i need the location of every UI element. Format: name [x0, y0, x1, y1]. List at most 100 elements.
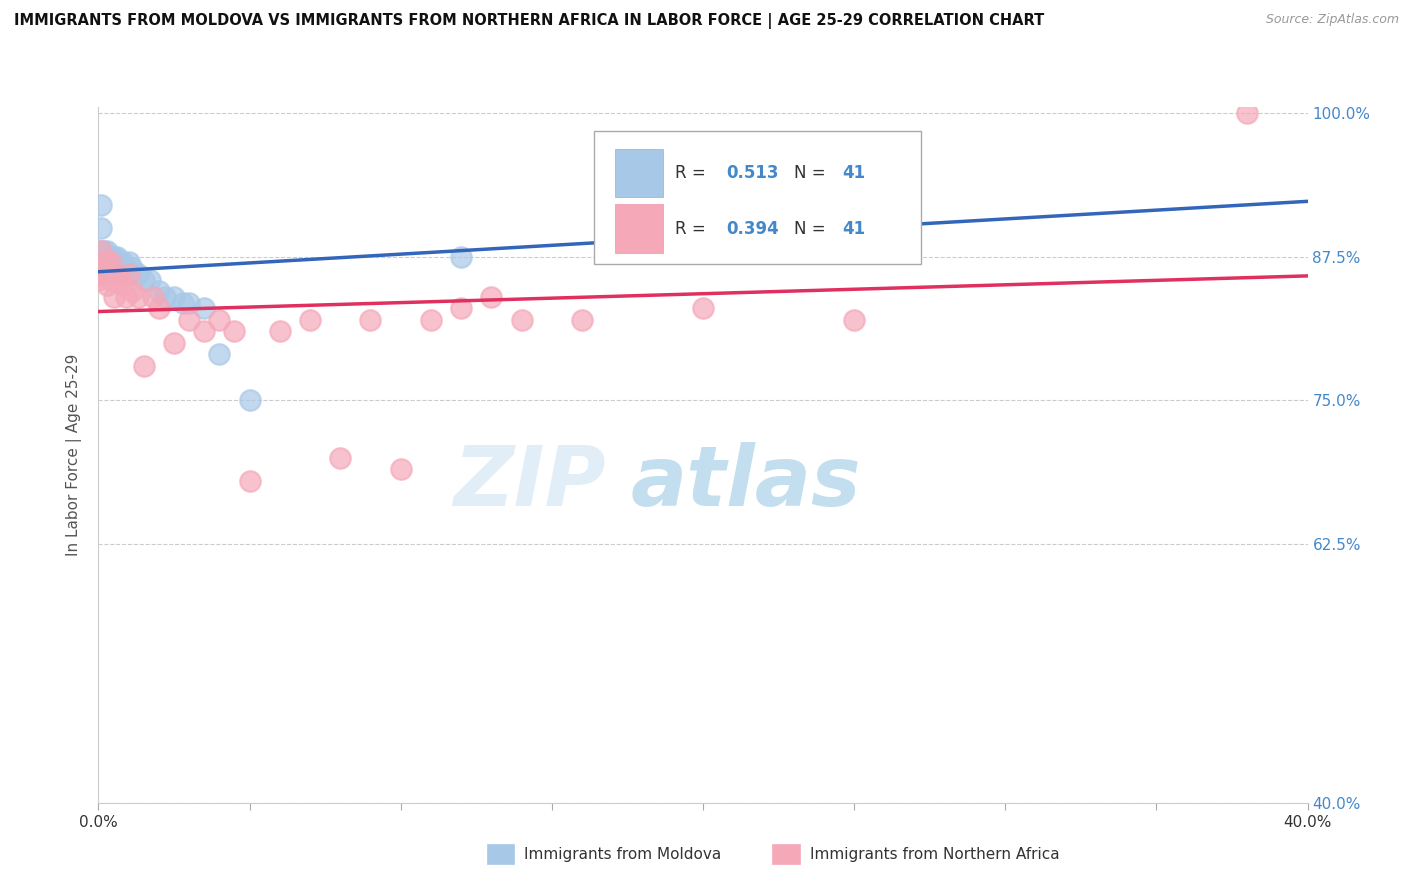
Text: 41: 41 — [842, 219, 865, 238]
Point — [121, 260, 143, 275]
Point — [87, 244, 110, 258]
Point — [103, 290, 125, 304]
Point — [121, 284, 143, 298]
Point — [111, 255, 134, 269]
Point — [100, 255, 122, 269]
Point — [1236, 105, 1258, 120]
Point — [90, 267, 112, 281]
Text: N =: N = — [793, 219, 831, 238]
Point — [163, 335, 186, 350]
Point — [510, 313, 533, 327]
Bar — [614, 149, 664, 197]
Point — [96, 250, 118, 264]
Point — [179, 295, 201, 310]
Point — [571, 313, 593, 327]
Point — [692, 301, 714, 316]
Point — [132, 272, 155, 286]
Text: Immigrants from Northern Africa: Immigrants from Northern Africa — [810, 847, 1060, 862]
Point — [360, 313, 382, 327]
Point — [481, 290, 503, 304]
Point — [139, 272, 162, 286]
Point — [153, 290, 176, 304]
Text: R =: R = — [675, 219, 711, 238]
Point — [132, 359, 155, 373]
Point — [87, 260, 110, 275]
Point — [90, 244, 112, 258]
Point — [87, 255, 110, 269]
Point — [100, 272, 122, 286]
Point — [90, 244, 112, 258]
Point — [148, 284, 170, 298]
Text: R =: R = — [675, 164, 711, 182]
Point — [239, 393, 262, 408]
Point — [118, 267, 141, 281]
Point — [172, 295, 194, 310]
Point — [602, 140, 624, 154]
Text: N =: N = — [793, 164, 831, 182]
Point — [90, 220, 112, 235]
Point — [100, 260, 122, 275]
Text: 0.394: 0.394 — [725, 219, 779, 238]
FancyBboxPatch shape — [595, 131, 921, 263]
Point — [118, 255, 141, 269]
Point — [208, 347, 231, 361]
Point — [329, 450, 352, 465]
Point — [114, 290, 136, 304]
Point — [87, 272, 110, 286]
Point — [108, 260, 131, 275]
Point — [103, 267, 125, 281]
Bar — [614, 204, 664, 253]
Point — [108, 255, 131, 269]
Point — [299, 313, 322, 327]
Point — [179, 313, 201, 327]
Point — [269, 324, 291, 338]
Point — [103, 255, 125, 269]
Point — [93, 244, 115, 258]
Point — [389, 462, 412, 476]
Point — [148, 301, 170, 316]
Point — [96, 244, 118, 258]
Point — [450, 301, 472, 316]
Point — [96, 255, 118, 269]
Point — [111, 278, 134, 293]
Point — [87, 250, 110, 264]
Point — [90, 198, 112, 212]
Point — [93, 255, 115, 269]
Point — [103, 250, 125, 264]
Text: Source: ZipAtlas.com: Source: ZipAtlas.com — [1265, 13, 1399, 27]
Point — [127, 290, 149, 304]
Point — [224, 324, 246, 338]
Point — [105, 272, 128, 286]
Point — [105, 260, 128, 275]
Text: 41: 41 — [842, 164, 865, 182]
Point — [105, 250, 128, 264]
Point — [114, 260, 136, 275]
Point — [87, 267, 110, 281]
Point — [844, 313, 866, 327]
Point — [163, 290, 186, 304]
Point — [208, 313, 231, 327]
Point — [108, 272, 131, 286]
Point — [239, 474, 262, 488]
Point — [96, 278, 118, 293]
Text: Immigrants from Moldova: Immigrants from Moldova — [524, 847, 721, 862]
Point — [193, 301, 215, 316]
Point — [100, 255, 122, 269]
Point — [93, 267, 115, 281]
Text: ZIP: ZIP — [454, 442, 606, 524]
Text: 0.513: 0.513 — [725, 164, 779, 182]
Text: IMMIGRANTS FROM MOLDOVA VS IMMIGRANTS FROM NORTHERN AFRICA IN LABOR FORCE | AGE : IMMIGRANTS FROM MOLDOVA VS IMMIGRANTS FR… — [14, 13, 1045, 29]
Y-axis label: In Labor Force | Age 25-29: In Labor Force | Age 25-29 — [66, 354, 83, 556]
Point — [87, 260, 110, 275]
Point — [420, 313, 443, 327]
Point — [100, 250, 122, 264]
Point — [127, 267, 149, 281]
Point — [93, 255, 115, 269]
Text: atlas: atlas — [630, 442, 860, 524]
Point — [111, 267, 134, 281]
Point — [96, 255, 118, 269]
Point — [450, 250, 472, 264]
Point — [142, 290, 165, 304]
Point — [93, 250, 115, 264]
Point — [193, 324, 215, 338]
